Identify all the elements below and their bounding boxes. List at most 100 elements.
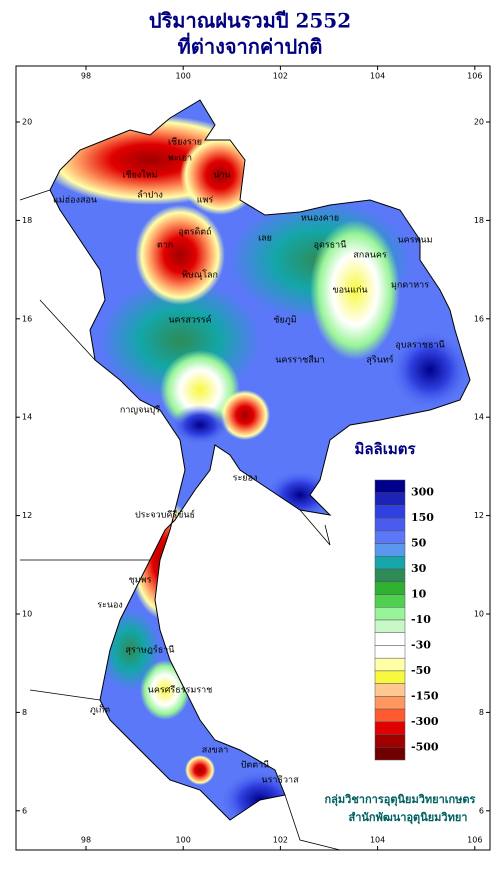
province-label: กาญจนบุรี (120, 405, 160, 416)
x-tick-label: 102 (273, 836, 288, 845)
province-label: พิษณุโลก (182, 270, 218, 281)
province-label: นครพนม (397, 236, 432, 246)
province-label: ลำปาง (137, 190, 163, 201)
province-label: สุราษฎร์ธานี (126, 644, 175, 656)
credit: กลุ่มวิชาการอุตุนิยมวิทยาเกษตร (325, 793, 476, 807)
x-tick-label: 106 (467, 72, 482, 81)
y-tick-label: 14 (474, 413, 484, 422)
y-tick-label: 16 (22, 314, 32, 323)
province-label: แม่ฮ่องสอน (53, 196, 97, 206)
x-tick-label: 100 (176, 836, 191, 845)
legend-title: มิลลิเมตร (354, 440, 416, 458)
legend-swatch (374, 721, 406, 735)
province-label: ชุมพร (129, 576, 152, 586)
province-label: ระยอง (233, 474, 258, 484)
province-label: อุบลราชธานี (395, 340, 444, 351)
y-tick-label: 6 (479, 806, 484, 815)
province-label: นครสวรรค์ (168, 314, 211, 326)
x-tick-label: 104 (370, 836, 385, 845)
x-tick-label: 104 (370, 72, 385, 81)
legend-label: 10 (411, 588, 427, 601)
legend-label: 50 (411, 537, 427, 550)
legend-swatch (374, 479, 406, 493)
legend-swatch (374, 696, 406, 710)
y-tick-label: 6 (22, 806, 27, 815)
legend-swatch (374, 568, 406, 583)
legend-swatch (374, 708, 406, 723)
legend-swatch (374, 645, 406, 659)
province-label: หนองคาย (301, 214, 339, 224)
credit: สำนักพัฒนาอุตุนิยมวิทยา (349, 811, 468, 825)
province-label: เชียงใหม่ (122, 170, 157, 181)
y-tick-label: 20 (474, 118, 484, 127)
province-label: ตาก (157, 241, 173, 251)
x-tick-label: 106 (467, 836, 482, 845)
legend-label: -150 (411, 689, 439, 702)
legend-swatch (374, 683, 406, 697)
province-label: สกลนคร (353, 251, 387, 261)
province-label: เลย (258, 234, 272, 244)
legend-swatch (374, 517, 406, 532)
y-tick-label: 16 (474, 314, 484, 323)
legend-swatch (374, 530, 406, 544)
legend-label: -10 (411, 613, 431, 626)
legend-swatch (374, 607, 406, 621)
y-tick-label: 18 (474, 216, 484, 225)
legend-swatch (374, 594, 406, 608)
title: ที่ต่างจากค่าปกติ (178, 32, 323, 59)
legend-swatch (374, 543, 406, 557)
province-label: อุดรธานี (314, 240, 347, 251)
x-tick-label: 98 (81, 836, 91, 845)
legend-swatch (374, 619, 406, 633)
province-label: สุรินทร์ (366, 354, 393, 366)
province-label: นราธิวาส (261, 775, 299, 786)
legend-label: -30 (411, 638, 431, 651)
province-label: พะเยา (168, 154, 192, 164)
legend-label: 150 (411, 511, 434, 524)
y-tick-label: 8 (479, 708, 484, 717)
legend-swatch (374, 747, 406, 761)
legend-label: 30 (411, 562, 427, 575)
legend-swatch (374, 581, 406, 595)
legend-swatch (374, 632, 406, 646)
province-label: อุตรดิตถ์ (178, 226, 211, 238)
x-tick-label: 98 (81, 72, 91, 81)
province-label: สงขลา (202, 746, 229, 756)
legend-label: -50 (411, 664, 431, 677)
province-label: นครราชสีมา (275, 355, 324, 366)
title: ปริมาณฝนรวมปี 2552 (149, 9, 351, 33)
y-tick-label: 8 (22, 708, 27, 717)
neighbour-borders (19, 189, 341, 851)
y-tick-label: 10 (474, 610, 484, 619)
province-label: ปัตตานี (241, 760, 270, 771)
legend-label: -300 (411, 715, 439, 728)
province-label: ชัยภูมิ (273, 315, 296, 326)
province-label: เชียงราย (168, 137, 202, 148)
y-tick-label: 12 (474, 511, 484, 520)
x-tick-label: 100 (176, 72, 191, 81)
y-tick-label: 18 (22, 216, 32, 225)
province-label: ประจวบคีรีขันธ์ (135, 509, 195, 521)
province-label: น่าน (213, 171, 230, 181)
legend-swatch (374, 492, 406, 506)
legend-label: -500 (411, 740, 439, 753)
province-label: แพร่ (197, 196, 214, 206)
province-label: ระนอง (97, 601, 123, 611)
legend-label: 300 (411, 486, 434, 499)
legend-swatch (374, 556, 406, 570)
legend-swatch (374, 670, 406, 684)
x-tick-label: 102 (273, 72, 288, 81)
y-tick-label: 12 (22, 511, 32, 520)
legend-swatch (374, 734, 406, 748)
y-tick-label: 10 (22, 610, 32, 619)
province-label: ภูเก็ต (90, 703, 110, 716)
y-tick-label: 20 (22, 118, 32, 127)
province-label: นครศรีธรรมราช (148, 685, 213, 696)
province-label: ขอนแก่น (332, 286, 367, 296)
province-label: มุกดาหาร (391, 281, 429, 291)
legend-swatch (374, 505, 406, 519)
y-tick-label: 14 (22, 413, 32, 422)
legend-swatch (374, 657, 406, 672)
